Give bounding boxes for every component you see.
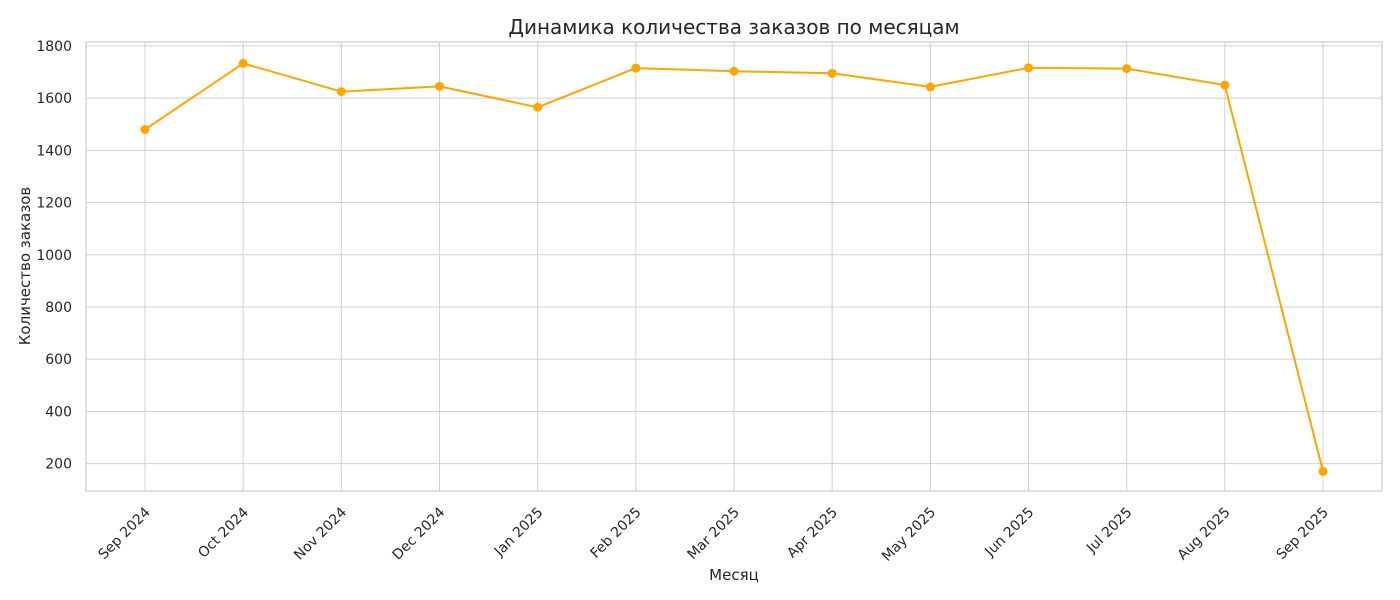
data-points (140, 58, 1328, 476)
y-tick-label: 800 (45, 300, 72, 316)
x-tick-label: Mar 2025 (684, 505, 742, 563)
data-point (238, 58, 248, 68)
y-axis-ticks: 200 400 600 800 1000 1200 1400 1600 1800 (36, 39, 72, 473)
x-tick-label: Oct 2024 (195, 504, 252, 561)
plot-frame (85, 41, 1383, 492)
data-point (729, 66, 739, 76)
data-point (925, 82, 935, 92)
x-tick-label: May 2025 (879, 505, 939, 565)
y-tick-label: 600 (45, 352, 72, 368)
x-axis-label: Месяц (709, 566, 759, 584)
y-axis-label: Количество заказов (16, 187, 34, 345)
y-tick-label: 200 (45, 457, 72, 473)
data-point (1122, 64, 1132, 74)
data-point (1220, 80, 1230, 90)
x-tick-label: Jun 2025 (981, 505, 1037, 561)
x-tick-label: Jan 2025 (491, 505, 547, 561)
grid (86, 42, 1382, 491)
y-tick-label: 1200 (36, 196, 72, 212)
x-tick-label: Aug 2025 (1175, 505, 1234, 564)
x-tick-label: Feb 2025 (587, 505, 644, 562)
y-tick-label: 1600 (36, 91, 72, 107)
x-tick-label: Apr 2025 (784, 505, 841, 562)
data-point (336, 87, 346, 97)
y-tick-label: 1400 (36, 143, 72, 159)
x-axis-ticks: Sep 2024 Oct 2024 Nov 2024 Dec 2024 Jan 2025… (96, 504, 1332, 564)
x-tick-label: Sep 2025 (1274, 505, 1332, 563)
x-tick-label: Jul 2025 (1083, 505, 1135, 557)
data-point (1024, 63, 1033, 73)
y-tick-label: 1000 (36, 248, 72, 264)
x-tick-label: Nov 2024 (291, 504, 350, 563)
data-point (435, 81, 444, 91)
data-point (631, 63, 641, 73)
x-tick-label: Dec 2024 (390, 504, 449, 563)
data-point (533, 102, 543, 112)
data-point (140, 124, 150, 134)
data-point (1318, 466, 1328, 476)
y-tick-label: 1800 (36, 39, 72, 55)
chart-title: Динамика количества заказов по месяцам (508, 15, 959, 39)
data-point (827, 68, 837, 78)
x-tick-label: Sep 2024 (96, 504, 154, 562)
y-tick-label: 400 (45, 404, 72, 420)
